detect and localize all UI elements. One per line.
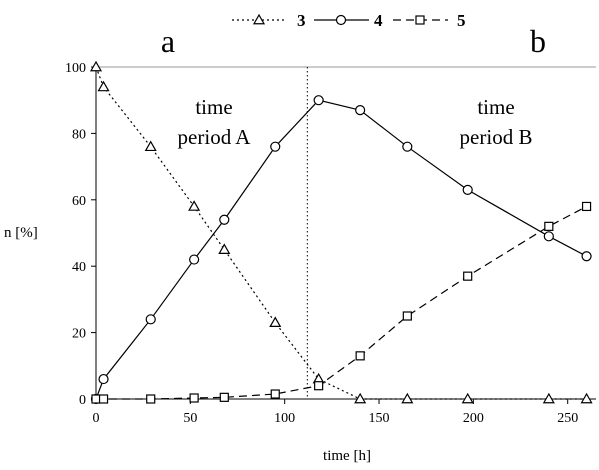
series-5-point — [189, 393, 199, 403]
series-4-point — [402, 141, 413, 152]
series-4-line — [95, 99, 587, 400]
x-tick-label: 150 — [369, 411, 390, 426]
series-3-point — [461, 392, 474, 404]
series-5-point — [314, 381, 324, 391]
series-5-point — [219, 392, 229, 402]
series-5-point — [544, 221, 554, 231]
legend-label-4: 4 — [374, 11, 383, 30]
series-3-point — [401, 392, 414, 404]
series-4-point — [355, 105, 366, 116]
y-tick-label: 60 — [72, 194, 86, 209]
legend-marker-5 — [415, 15, 425, 25]
legend-marker-4 — [335, 14, 347, 26]
legend: 3 4 5 — [232, 11, 466, 30]
series-3-point — [89, 60, 103, 72]
series-5-line — [96, 205, 587, 400]
period-b-label-line1: time — [477, 95, 514, 119]
series-5-point — [463, 271, 473, 281]
series-5-point — [270, 389, 280, 399]
period-b-label-line2: period B — [460, 125, 533, 149]
series-5-point — [355, 351, 365, 361]
y-tick-label: 80 — [72, 127, 86, 142]
x-tick-label: 250 — [557, 411, 578, 426]
series-5-point — [146, 394, 156, 404]
y-axis-title: n [%] — [4, 225, 38, 241]
series-3-point — [542, 392, 555, 404]
series-4-point — [581, 251, 592, 262]
legend-marker-3 — [252, 13, 266, 25]
series-5-point — [91, 394, 101, 404]
series-4-point — [313, 95, 324, 106]
series-3-line — [95, 66, 587, 400]
series-3-point — [144, 140, 157, 152]
series-3-point — [269, 316, 282, 327]
y-tick-label: 100 — [65, 61, 86, 76]
y-tick-label: 40 — [72, 260, 86, 275]
series-3-point — [97, 80, 110, 92]
series-3-point — [188, 200, 201, 211]
series-4-point — [189, 254, 200, 265]
series-3-point — [354, 392, 367, 404]
series-5-point — [402, 311, 412, 321]
series-4-point — [145, 314, 156, 325]
legend-label-5: 5 — [457, 11, 466, 30]
y-tick-label: 20 — [72, 327, 86, 342]
series-4-point — [270, 141, 281, 152]
series-4-point — [219, 214, 230, 225]
series-5-point — [98, 394, 109, 404]
series-3-point — [580, 392, 593, 404]
series-3-point — [218, 243, 231, 254]
legend-label-3: 3 — [297, 11, 306, 30]
y-tick-label: 0 — [79, 393, 86, 408]
x-tick-label: 100 — [274, 411, 295, 426]
panel-letter-b: b — [530, 23, 546, 59]
x-tick-label: 200 — [463, 411, 484, 426]
period-a-label-line1: time — [195, 95, 232, 119]
panel-letter-a: a — [161, 23, 175, 59]
series-4-point — [98, 373, 109, 385]
series-4-point — [462, 184, 473, 195]
series-4-point — [543, 231, 554, 242]
x-tick-label: 0 — [93, 411, 100, 426]
period-a-label-line2: period A — [178, 125, 252, 149]
x-axis-title: time [h] — [323, 448, 371, 464]
x-tick-label: 50 — [183, 411, 197, 426]
series-5-point — [581, 201, 592, 212]
